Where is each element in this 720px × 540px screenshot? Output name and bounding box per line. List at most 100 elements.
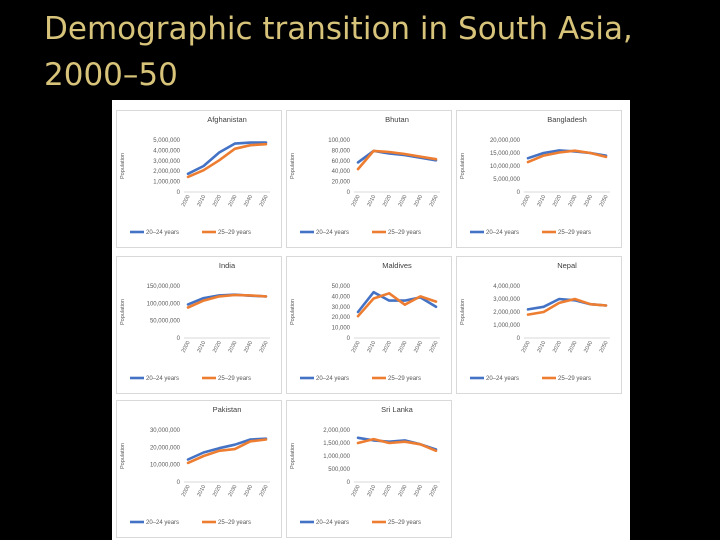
y-tick-label: 20,000,000 [490, 138, 521, 144]
y-tick-label: 2,000,000 [493, 310, 520, 316]
legend-label-2: 25–29 years [218, 520, 251, 526]
chart-4: Maldives Population 50,000 40,000 30,000 20,0… [286, 256, 452, 394]
x-tick-label: 2040 [413, 194, 424, 208]
x-tick-label: 2010 [366, 340, 377, 354]
x-tick-label: 2030 [568, 194, 579, 208]
y-tick-label: 20,000 [332, 315, 351, 321]
x-tick-label: 2010 [536, 340, 547, 354]
y-tick-label: 15,000,000 [490, 151, 521, 157]
x-tick-label: 2010 [196, 484, 207, 498]
y-tick-label: 100,000,000 [147, 301, 181, 307]
chart-title: Maldives [382, 261, 412, 270]
x-tick-label: 2050 [259, 194, 270, 208]
legend-label-2: 25–29 years [388, 230, 421, 236]
chart-frame [286, 400, 452, 538]
series-line-2 [356, 149, 438, 171]
y-tick-label: 20,000,000 [150, 445, 181, 451]
chart-title: Pakistan [213, 405, 242, 414]
y-tick-label: 0 [517, 190, 521, 196]
series-line-2 [356, 291, 438, 318]
chart-title: Bhutan [385, 115, 409, 124]
legend-label-1: 20–24 years [316, 376, 349, 382]
y-tick-label: 500,000 [328, 467, 350, 473]
charts-panel: Afghanistan Population 5,000,000 4,000,000 3… [112, 100, 630, 540]
y-tick-label: 10,000,000 [150, 463, 181, 469]
legend-label-2: 25–29 years [558, 230, 591, 236]
y-tick-label: 0 [347, 190, 351, 196]
y-tick-label: 40,000 [332, 294, 351, 300]
x-tick-label: 2040 [243, 340, 254, 354]
chart-frame [286, 256, 452, 394]
x-tick-label: 2020 [552, 340, 563, 354]
x-tick-label: 2000 [351, 340, 362, 354]
x-tick-label: 2040 [243, 484, 254, 498]
y-tick-label: 50,000,000 [150, 319, 181, 325]
chart-title: Nepal [557, 261, 577, 270]
legend-label-1: 20–24 years [146, 520, 179, 526]
chart-frame [116, 400, 282, 538]
x-tick-label: 2000 [181, 484, 192, 498]
x-tick-label: 2040 [413, 340, 424, 354]
x-tick-label: 2000 [521, 194, 532, 208]
series-line-2 [526, 297, 608, 316]
chart-frame [456, 110, 622, 248]
y-axis-label: Population [290, 153, 296, 179]
x-tick-label: 2030 [568, 340, 579, 354]
y-tick-label: 30,000 [332, 305, 351, 311]
legend-label-2: 25–29 years [558, 376, 591, 382]
x-tick-label: 2020 [212, 340, 223, 354]
y-tick-label: 2,000,000 [323, 428, 350, 434]
y-tick-label: 0 [177, 190, 181, 196]
x-tick-label: 2040 [583, 340, 594, 354]
chart-0: Afghanistan Population 5,000,000 4,000,000 3… [116, 110, 282, 248]
x-tick-label: 2020 [382, 484, 393, 498]
x-tick-label: 2000 [181, 340, 192, 354]
x-tick-label: 2050 [259, 484, 270, 498]
chart-frame [116, 110, 282, 248]
y-tick-label: 1,000,000 [153, 180, 180, 186]
x-tick-label: 2010 [196, 340, 207, 354]
y-tick-label: 80,000 [332, 148, 351, 154]
chart-1: Bhutan Population 100,000 80,000 60,000 40,00… [286, 110, 452, 248]
slide-title: Demographic transition in South Asia, 20… [44, 11, 633, 93]
series-line-2 [186, 142, 268, 179]
x-tick-label: 2050 [259, 340, 270, 354]
y-tick-label: 0 [177, 336, 181, 342]
x-tick-label: 2050 [429, 194, 440, 208]
y-axis-label: Population [290, 299, 296, 325]
x-tick-label: 2020 [212, 194, 223, 208]
legend-label-1: 20–24 years [146, 376, 179, 382]
series-line-1 [186, 141, 268, 176]
y-tick-label: 1,000,000 [493, 323, 520, 329]
chart-6: Pakistan Population 30,000,000 20,000,000 10… [116, 400, 282, 538]
y-tick-label: 0 [177, 480, 181, 486]
y-tick-label: 1,000,000 [323, 454, 350, 460]
x-tick-label: 2020 [552, 194, 563, 208]
legend-label-2: 25–29 years [218, 230, 251, 236]
x-tick-label: 2020 [382, 194, 393, 208]
legend-label-1: 20–24 years [146, 230, 179, 236]
x-tick-label: 2050 [429, 340, 440, 354]
y-tick-label: 100,000 [328, 138, 350, 144]
legend-label-1: 20–24 years [316, 520, 349, 526]
y-axis-label: Population [460, 299, 466, 325]
chart-frame [286, 110, 452, 248]
series-line-2 [356, 437, 438, 453]
chart-frame [116, 256, 282, 394]
y-axis-label: Population [120, 443, 126, 469]
y-tick-label: 30,000,000 [150, 428, 181, 434]
x-tick-label: 2000 [181, 194, 192, 208]
x-tick-label: 2010 [366, 484, 377, 498]
chart-7: Sri Lanka Population 2,000,000 1,500,000 1,0… [286, 400, 452, 538]
chart-frame [456, 256, 622, 394]
x-tick-label: 2050 [429, 484, 440, 498]
y-axis-label: Population [120, 299, 126, 325]
x-tick-label: 2020 [382, 340, 393, 354]
chart-5: Nepal Population 4,000,000 3,000,000 2,000,0… [456, 256, 622, 394]
y-tick-label: 0 [517, 336, 521, 342]
chart-title: Afghanistan [207, 115, 247, 124]
series-line-1 [186, 437, 268, 461]
y-tick-label: 10,000,000 [490, 164, 521, 170]
x-tick-label: 2010 [536, 194, 547, 208]
y-tick-label: 2,000,000 [153, 169, 180, 175]
